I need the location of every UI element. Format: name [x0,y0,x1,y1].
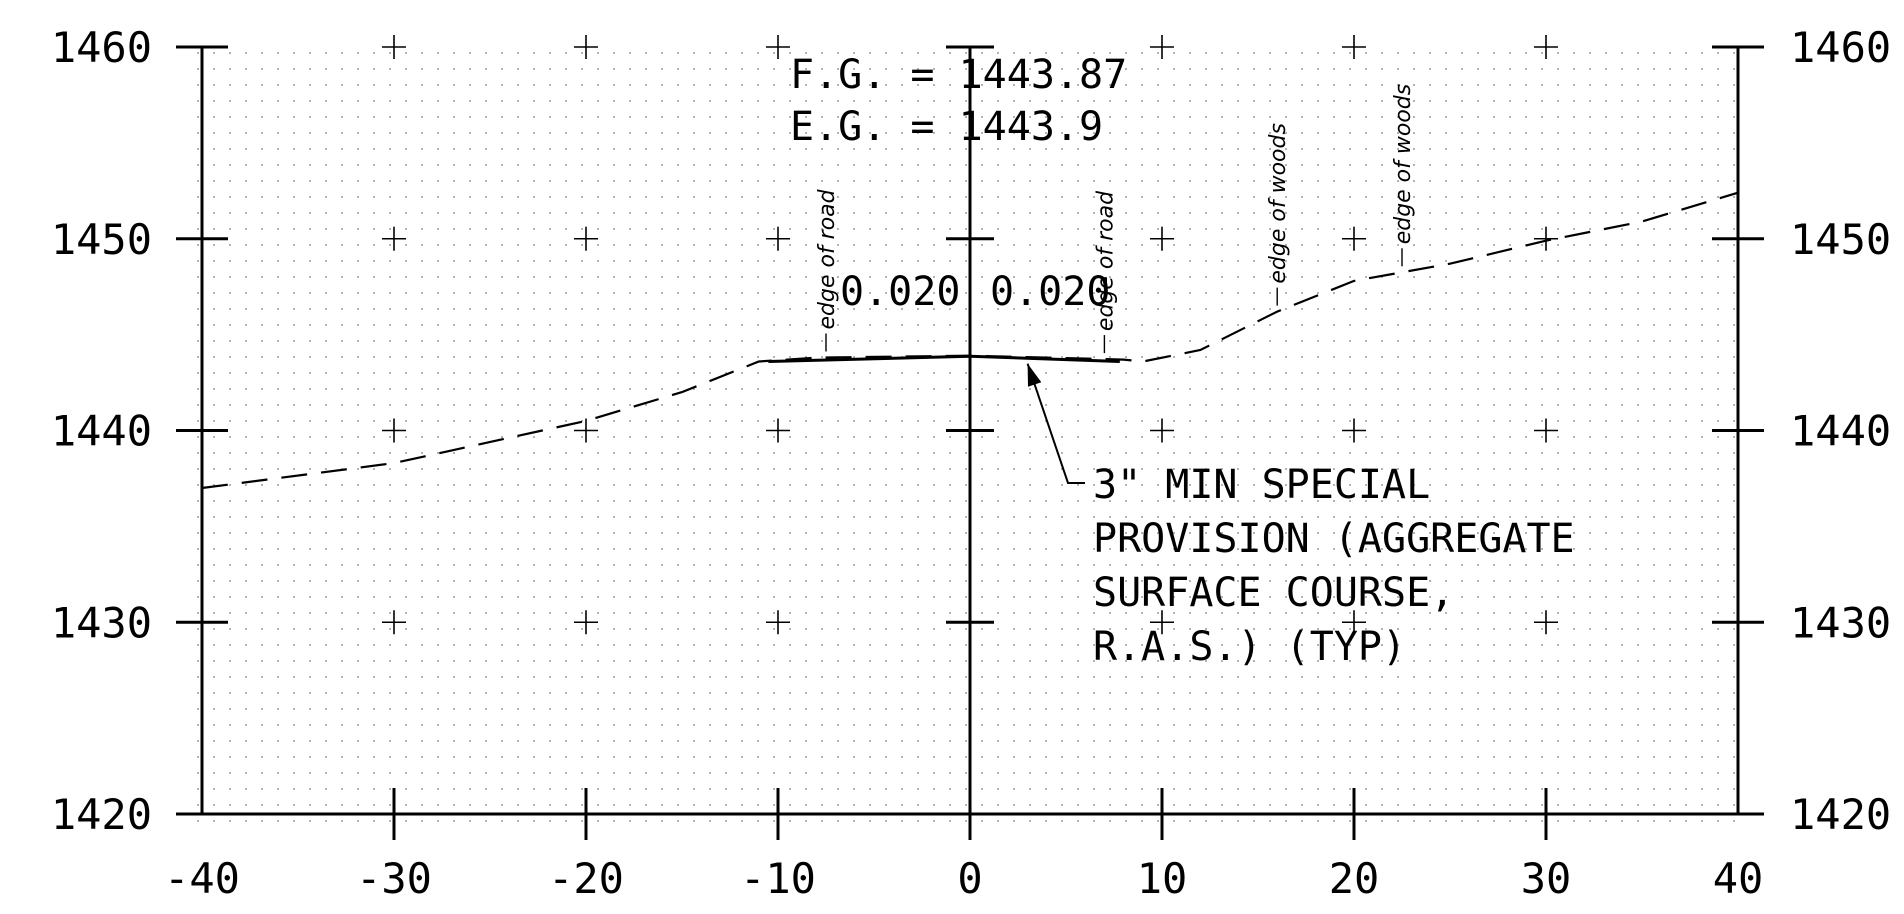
callout-line-4: R.A.S.) (TYP) [1093,624,1406,670]
left-slope-label: 0.020 [840,269,960,315]
x-tick-label: 10 [1137,854,1188,903]
y-tick-label-left: 1430 [51,598,152,647]
x-tick-label: 20 [1329,854,1380,903]
right-slope-label: 0.020 [990,269,1110,315]
y-tick-label-left: 1440 [51,407,152,456]
feature-label-3: edge of woods [1266,123,1291,284]
callout-line-3: SURFACE COURSE, [1093,570,1454,616]
x-tick-label: 30 [1521,854,1572,903]
feature-label-1: edge of road [815,188,840,329]
y-tick-label-right: 1460 [1790,23,1891,72]
callout-leader [1026,363,1085,484]
y-tick-label-left: 1450 [51,215,152,264]
x-tick-label: 40 [1713,854,1764,903]
y-tick-label-left: 1420 [51,790,152,839]
y-tick-label-right: 1420 [1790,790,1891,839]
finished-grade-elevation: F.G. = 1443.87 [790,52,1127,98]
callout-line-1: 3" MIN SPECIAL [1093,462,1430,508]
y-tick-label-left: 1460 [51,23,152,72]
callout-arrowhead [1027,363,1042,387]
y-tick-label-right: 1440 [1790,407,1891,456]
feature-label-2: edge of road [1093,190,1118,331]
finished-grade-line [768,354,1120,363]
feature-label-4: edge of woods [1391,84,1416,245]
y-tick-label-right: 1450 [1790,215,1891,264]
x-tick-label: -20 [548,854,624,903]
grid-crosses [382,35,1558,635]
existing-ground-elevation: E.G. = 1443.9 [790,104,1103,150]
callout: 3" MIN SPECIAL PROVISION (AGGREGATE SURF… [1026,363,1575,670]
y-tick-label-right: 1430 [1790,598,1891,647]
axes [176,45,1764,840]
x-tick-label: -30 [356,854,432,903]
callout-line-2: PROVISION (AGGREGATE [1093,516,1575,562]
existing-ground-line [201,191,1739,490]
x-tick-label: -10 [740,854,816,903]
tick-labels: -40 -30 -20 -10 0 10 20 30 40 1420 1420 1430 1430 144… [51,23,1891,903]
x-tick-label: -40 [164,854,240,903]
x-tick-label: 0 [957,854,982,903]
feature-labels: edge of road edge of road edge of woods edg… [815,84,1416,354]
